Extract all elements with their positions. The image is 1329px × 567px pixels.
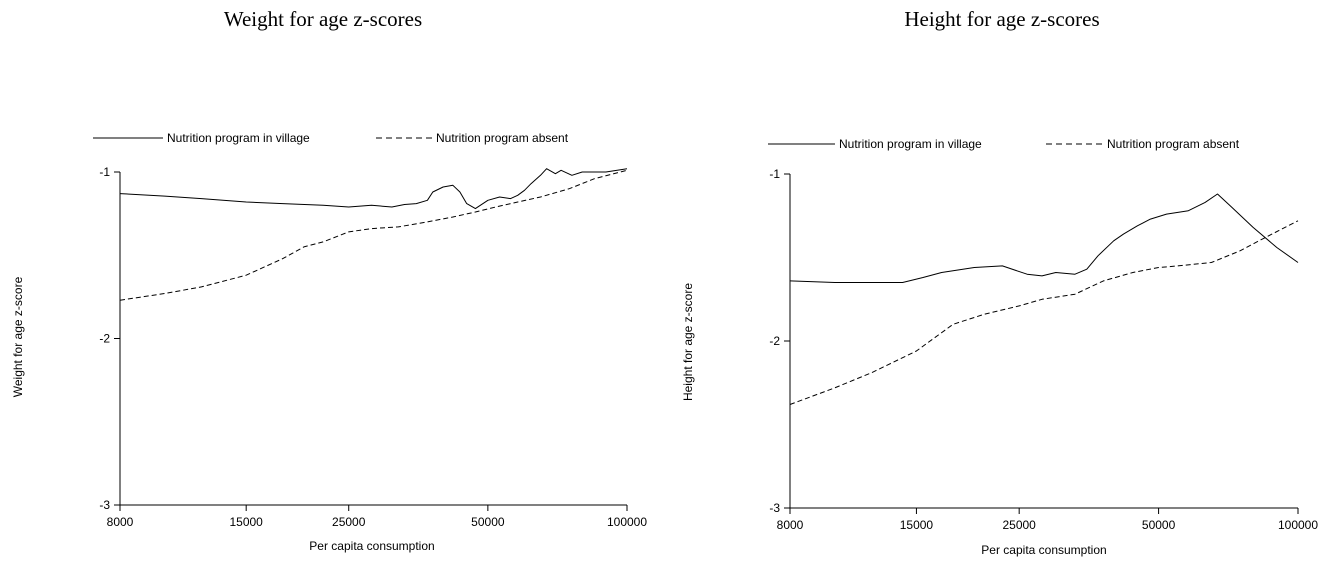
weight-legend-label-village: Nutrition program in village	[167, 131, 310, 145]
weight-chart: Weight for age z-scores Nutrition progra…	[11, 7, 647, 553]
height-y-tick-label: -1	[769, 167, 780, 181]
height-legend: Nutrition program in village Nutrition p…	[768, 137, 1240, 151]
weight-x-tick-label: 15000	[229, 515, 263, 529]
height-chart: Height for age z-scores Nutrition progra…	[681, 7, 1318, 557]
height-x-axis-label: Per capita consumption	[981, 543, 1106, 557]
weight-y-axis-label: Weight for age z-score	[11, 276, 25, 397]
height-x-tick-label: 8000	[777, 518, 804, 532]
height-x-tick-label: 50000	[1142, 518, 1176, 532]
weight-x-tick-label: 50000	[471, 515, 505, 529]
weight-y-tick-label: -1	[99, 165, 110, 179]
height-series-layer	[789, 193, 1299, 405]
weight-x-axis-label: Per capita consumption	[309, 539, 434, 553]
weight-legend: Nutrition program in village Nutrition p…	[93, 131, 569, 145]
height-series-line-program-absent	[789, 220, 1299, 405]
height-x-tick-label: 100000	[1278, 518, 1318, 532]
height-y-tick-label: -3	[769, 501, 780, 515]
weight-x-tick-label: 25000	[332, 515, 366, 529]
weight-legend-label-absent: Nutrition program absent	[436, 131, 569, 145]
height-x-tick-label: 25000	[1002, 518, 1036, 532]
weight-series-line-program-in-village	[119, 168, 628, 210]
weight-y-tick-label: -2	[99, 332, 110, 346]
weight-axes: -1 -2 -3 8000 15000 25000 50000 100000	[99, 165, 647, 529]
weight-series-line-program-absent	[119, 169, 628, 301]
height-legend-label-absent: Nutrition program absent	[1107, 137, 1240, 151]
height-x-tick-label: 15000	[900, 518, 934, 532]
weight-series-layer	[119, 168, 628, 301]
weight-x-tick-label: 100000	[607, 515, 647, 529]
weight-chart-title: Weight for age z-scores	[224, 7, 422, 31]
height-y-tick-label: -2	[769, 334, 780, 348]
height-axes: -1 -2 -3 8000 15000 25000 50000 100000	[769, 167, 1318, 532]
weight-x-tick-label: 8000	[107, 515, 134, 529]
height-chart-title: Height for age z-scores	[904, 7, 1099, 31]
weight-y-tick-label: -3	[99, 498, 110, 512]
height-series-line-program-in-village	[789, 193, 1299, 283]
height-legend-label-village: Nutrition program in village	[839, 137, 982, 151]
height-y-axis-label: Height for age z-score	[681, 283, 695, 401]
